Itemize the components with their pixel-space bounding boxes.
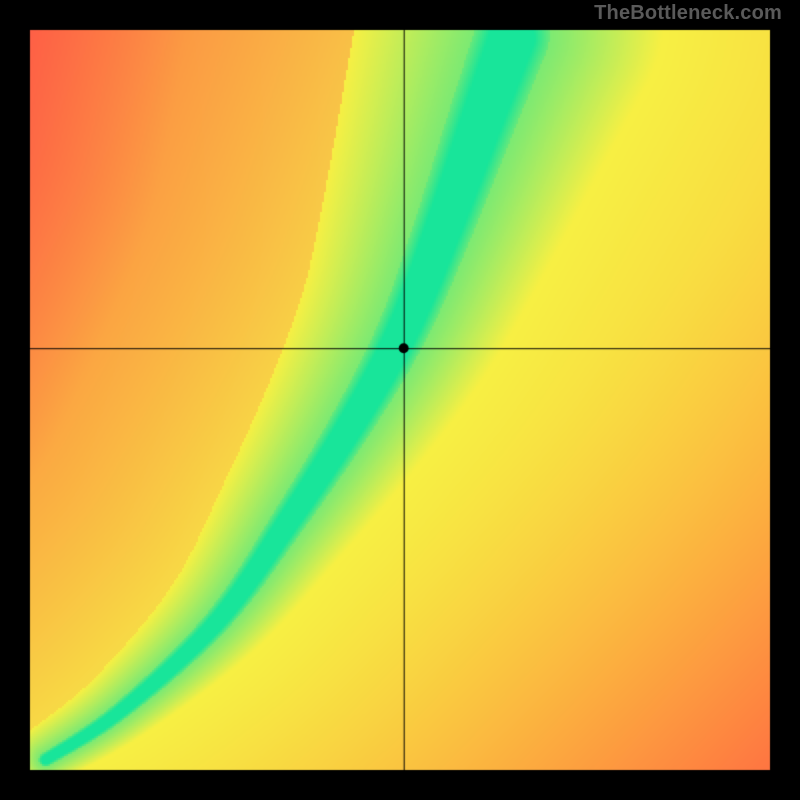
chart-container: TheBottleneck.com bbox=[0, 0, 800, 800]
bottleneck-heatmap-canvas bbox=[0, 0, 800, 800]
watermark-text: TheBottleneck.com bbox=[594, 2, 782, 25]
